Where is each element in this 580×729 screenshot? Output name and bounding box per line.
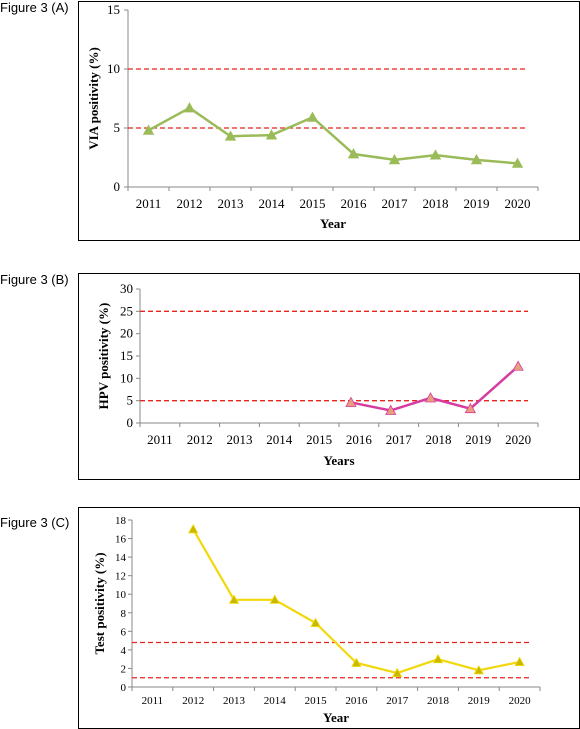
y-tick-label: 25 xyxy=(120,303,133,318)
series-line xyxy=(192,528,520,675)
data-point-marker xyxy=(224,130,237,141)
y-tick-label: 2 xyxy=(121,663,127,675)
data-point-marker xyxy=(511,157,524,168)
x-tick-label: 2017 xyxy=(382,196,409,211)
data-point-marker xyxy=(142,124,155,135)
y-tick-label: 0 xyxy=(114,179,121,194)
y-tick-label: 10 xyxy=(107,61,120,76)
x-tick-label: 2014 xyxy=(259,196,286,211)
figure-label-c: Figure 3 (C) xyxy=(0,515,70,530)
data-point-marker xyxy=(269,594,280,604)
x-tick-label: 2011 xyxy=(142,695,164,707)
x-tick-label: 2011 xyxy=(136,196,162,211)
figure-label-a: Figure 3 (A) xyxy=(0,0,69,15)
x-tick-label: 2019 xyxy=(464,196,490,211)
x-tick-label: 2017 xyxy=(386,432,413,447)
x-axis-title: Year xyxy=(320,216,346,231)
x-tick-label: 2018 xyxy=(427,695,450,707)
figure-label-b: Figure 3 (B) xyxy=(0,272,69,287)
data-point-marker xyxy=(265,129,278,140)
y-axis-title: VIA positivity (%) xyxy=(86,47,101,150)
x-tick-label: 2019 xyxy=(468,695,491,707)
y-tick-label: 20 xyxy=(120,326,133,341)
series-line xyxy=(350,365,519,412)
data-point-marker xyxy=(512,360,524,371)
x-tick-label: 2014 xyxy=(266,432,293,447)
data-point-marker xyxy=(345,396,357,407)
y-tick-label: 8 xyxy=(121,608,127,620)
x-tick-label: 2016 xyxy=(345,695,368,707)
x-tick-label: 2015 xyxy=(300,196,326,211)
chart-panel-a xyxy=(78,1,580,241)
x-tick-label: 2017 xyxy=(386,695,409,707)
y-tick-label: 14 xyxy=(115,552,127,564)
x-tick-label: 2013 xyxy=(223,695,246,707)
y-tick-label: 10 xyxy=(120,370,133,385)
data-point-marker xyxy=(424,392,437,403)
data-point-marker xyxy=(228,594,240,604)
x-tick-label: 2011 xyxy=(147,432,173,447)
data-point-marker xyxy=(306,111,319,122)
data-point-marker xyxy=(183,102,196,113)
y-tick-label: 0 xyxy=(121,682,127,694)
y-tick-label: 0 xyxy=(127,415,134,430)
x-tick-label: 2014 xyxy=(264,695,287,707)
y-tick-label: 5 xyxy=(127,393,134,408)
x-tick-label: 2020 xyxy=(505,196,531,211)
x-tick-label: 2018 xyxy=(423,196,449,211)
data-point-marker xyxy=(388,154,401,165)
y-tick-label: 10 xyxy=(115,589,127,601)
x-tick-label: 2019 xyxy=(465,432,491,447)
chart-panel-b xyxy=(78,273,580,480)
x-tick-label: 2015 xyxy=(305,695,328,707)
data-point-marker xyxy=(347,148,360,159)
y-axis-title: HPV positivity (%) xyxy=(96,303,111,410)
data-point-marker xyxy=(188,523,199,534)
data-point-marker xyxy=(385,404,397,415)
x-tick-label: 2013 xyxy=(218,196,244,211)
x-tick-label: 2018 xyxy=(426,432,452,447)
chart-b: 0 5 10 15 20 25 30 2011 2012 2013 2014 2015 2016 2017… xyxy=(96,281,539,468)
x-tick-label: 2015 xyxy=(306,432,332,447)
chart-a: 0 5 10 15 2011 2012 2013 2014 2015 2016 2017 2018 20… xyxy=(86,2,539,231)
x-tick-label: 2016 xyxy=(346,432,373,447)
chart-c: 0 2 4 6 8 10 12 14 16 18 2011 2012 2013 2014 2015 2016 2… xyxy=(92,515,541,725)
data-point-marker xyxy=(470,154,483,165)
x-tick-label: 2012 xyxy=(182,695,204,707)
data-point-marker xyxy=(464,402,477,414)
x-tick-label: 2020 xyxy=(505,432,531,447)
y-tick-label: 12 xyxy=(115,571,126,583)
x-axis-title: Year xyxy=(323,710,349,725)
x-axis-title: Years xyxy=(323,453,354,468)
data-point-marker xyxy=(351,657,362,667)
data-point-marker xyxy=(432,653,444,664)
y-tick-label: 5 xyxy=(114,120,121,135)
y-tick-label: 15 xyxy=(120,348,133,363)
x-tick-label: 2013 xyxy=(227,432,253,447)
x-tick-label: 2016 xyxy=(341,196,368,211)
y-tick-label: 16 xyxy=(115,534,127,546)
y-tick-label: 4 xyxy=(121,645,127,657)
y-tick-label: 6 xyxy=(121,626,127,638)
x-tick-label: 2012 xyxy=(187,432,213,447)
data-point-marker xyxy=(310,617,321,627)
data-point-marker xyxy=(392,667,403,678)
x-tick-label: 2012 xyxy=(177,196,203,211)
x-tick-label: 2020 xyxy=(509,695,532,707)
y-tick-label: 30 xyxy=(120,281,133,296)
data-point-marker xyxy=(473,664,484,675)
series-line xyxy=(147,106,518,165)
data-point-marker xyxy=(514,656,525,666)
y-axis-title: Test positivity (%) xyxy=(92,552,107,654)
y-tick-label: 18 xyxy=(115,515,127,527)
y-tick-label: 15 xyxy=(107,2,120,17)
data-point-marker xyxy=(429,149,442,160)
